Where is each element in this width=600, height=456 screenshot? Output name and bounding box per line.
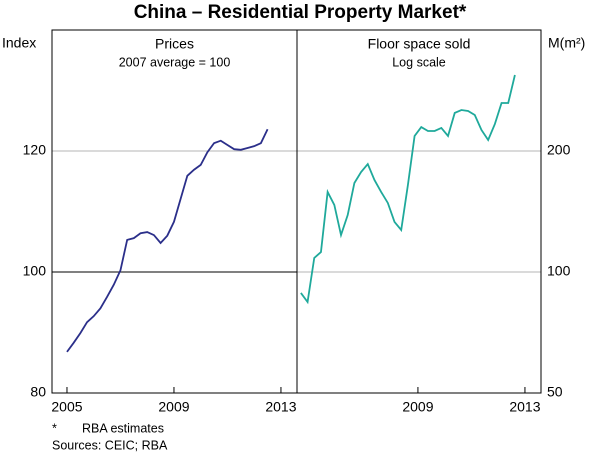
y-axis-label: M(m²) — [548, 35, 585, 51]
y-tick-label: 50 — [547, 384, 563, 400]
x-tick-label: 2005 — [51, 399, 82, 415]
y-tick-label: 80 — [30, 384, 46, 400]
x-tick-label: 2013 — [265, 399, 296, 415]
data-line — [300, 74, 516, 305]
panel-title: Prices — [155, 36, 194, 52]
chart-title: China – Residential Property Market* — [134, 2, 467, 23]
footnote-marker: * — [52, 421, 57, 435]
x-tick-label: 2013 — [509, 399, 540, 415]
sources: Sources: CEIC; RBA — [52, 438, 168, 452]
panel-subtitle: 2007 average = 100 — [119, 55, 231, 69]
panel-title: Floor space sold — [368, 36, 471, 52]
x-tick-label: 2009 — [158, 399, 189, 415]
y-axis-label: Index — [2, 35, 36, 51]
panel-subtitle: Log scale — [392, 55, 446, 69]
data-line — [66, 128, 269, 353]
y-tick-label: 100 — [547, 263, 571, 279]
y-tick-label: 100 — [23, 263, 47, 279]
footnote-text: RBA estimates — [82, 421, 164, 435]
y-tick-label: 200 — [547, 142, 571, 158]
y-tick-label: 120 — [23, 142, 47, 158]
x-tick-label: 2009 — [402, 399, 433, 415]
